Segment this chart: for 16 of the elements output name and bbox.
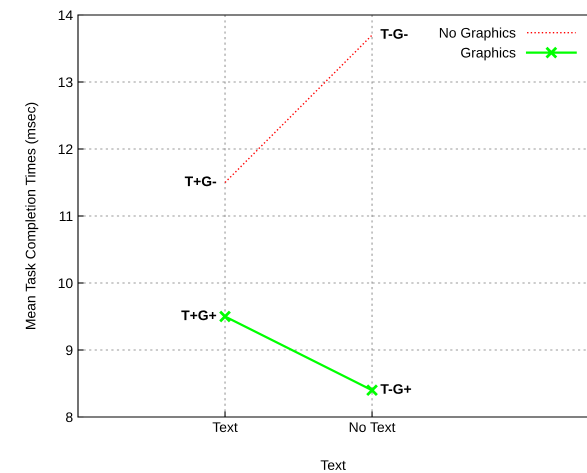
y-tick-label: 11 — [60, 211, 72, 222]
x-axis-title: Text — [320, 460, 346, 470]
y-tick-label: 8 — [66, 412, 73, 422]
y-tick-label: 10 — [58, 278, 73, 288]
legend-label: Graphics — [461, 47, 516, 60]
y-tick-label: 13 — [58, 77, 73, 88]
y-tick-label: 9 — [66, 345, 72, 356]
y-axis-title: Mean Task Completion Times (msec) — [25, 102, 38, 329]
x-tick-label: No Text — [350, 422, 396, 432]
annotation: T-G+ — [380, 384, 412, 394]
annotation: T+G- — [184, 176, 216, 186]
legend-label: No Graphics — [440, 28, 516, 40]
y-tick-label: 12 — [58, 144, 72, 154]
y-tick-label: 14 — [58, 10, 73, 20]
annotation: T+G+ — [181, 310, 216, 320]
annotation: T-G- — [380, 28, 408, 39]
